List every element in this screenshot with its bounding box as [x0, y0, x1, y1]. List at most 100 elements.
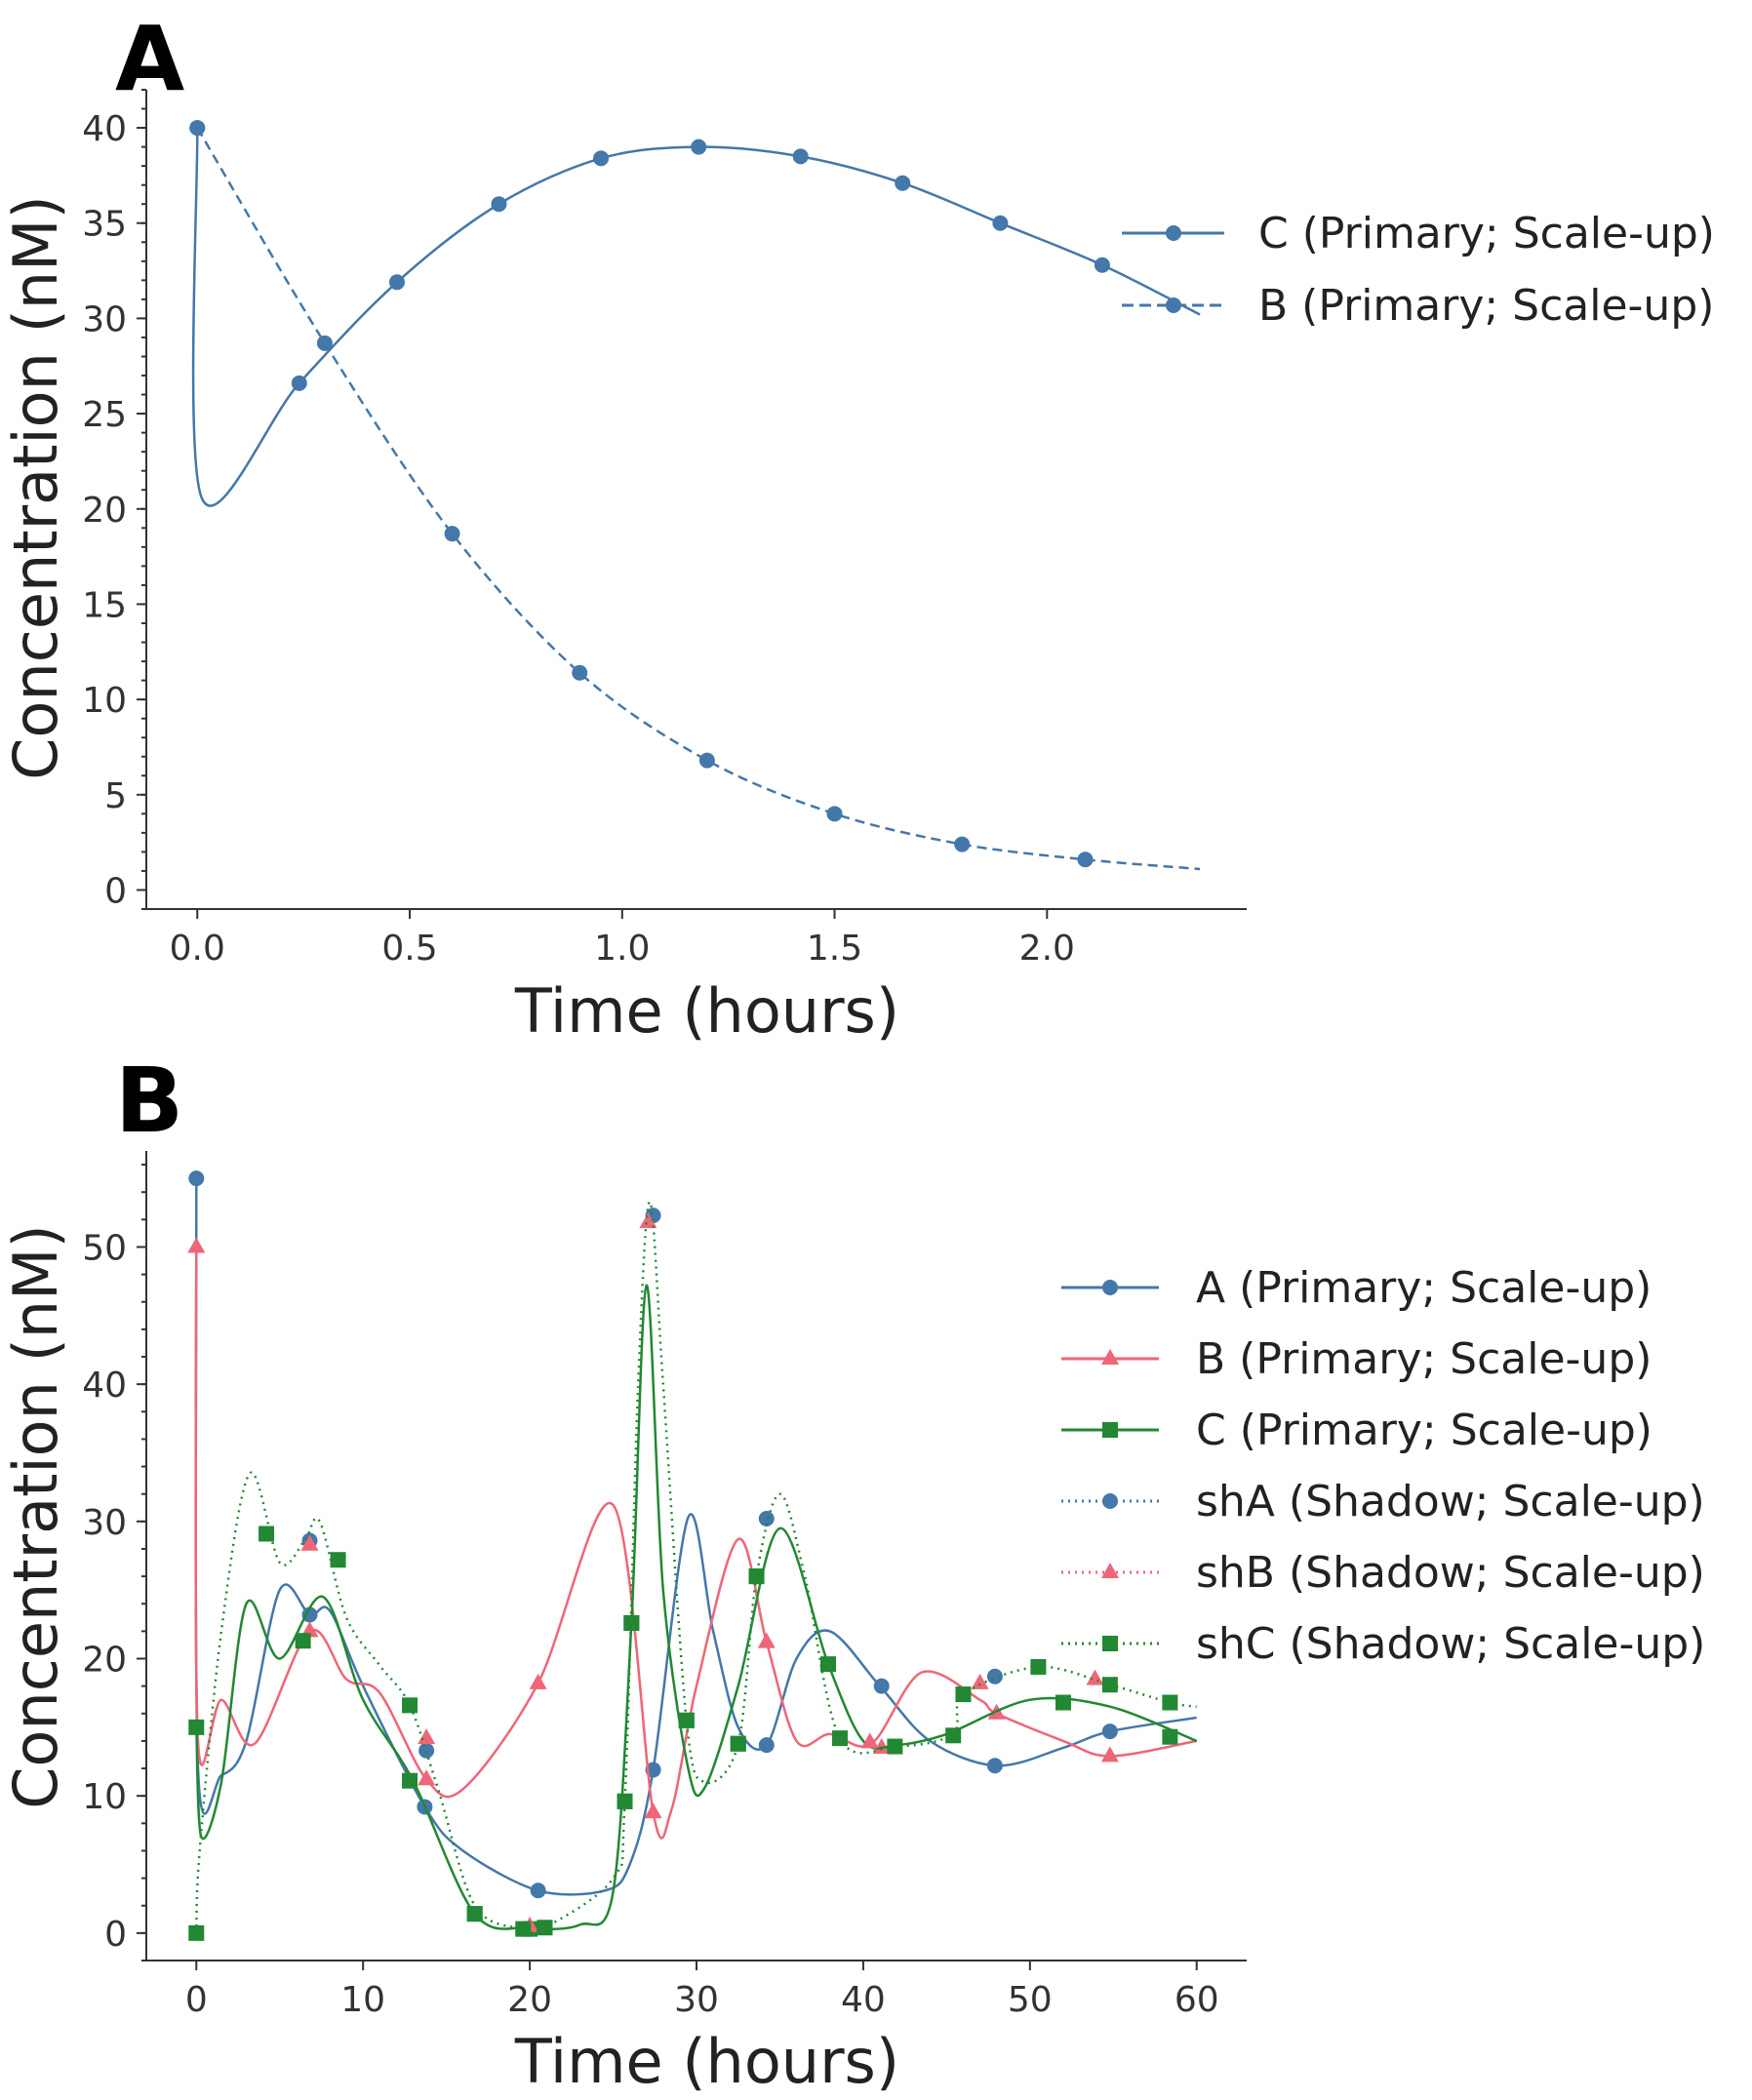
data-point	[1100, 1746, 1119, 1763]
data-point	[757, 1632, 776, 1648]
data-point	[402, 1772, 418, 1789]
legend-entry-b-primary: B (Primary; Scale-up)	[1061, 1334, 1652, 1384]
data-point	[291, 375, 307, 391]
series-c-primary-scale-up	[189, 120, 1201, 507]
panel-b-y-tick-label: 50	[82, 1228, 127, 1268]
panel-a-y-tick-label: 40	[82, 109, 127, 149]
panel-a-series	[189, 120, 1201, 871]
panel-b-axes: 0 10 20 30 40 50 60 0 10 20 30 40 50	[82, 1151, 1247, 2020]
data-point	[515, 1921, 532, 1937]
data-point	[730, 1735, 746, 1752]
legend-entry-a-primary: A (Primary; Scale-up)	[1061, 1263, 1652, 1313]
legend-label: A (Primary; Scale-up)	[1196, 1263, 1652, 1313]
data-point	[330, 1552, 346, 1568]
panel-b-x-tick-label: 30	[674, 1980, 719, 2020]
data-point	[992, 215, 1009, 231]
data-point	[1162, 1728, 1178, 1745]
legend-label: B (Primary; Scale-up)	[1196, 1334, 1652, 1384]
data-point	[418, 1728, 436, 1745]
legend-label: shA (Shadow; Scale-up)	[1196, 1477, 1705, 1526]
legend-marker	[1101, 1349, 1119, 1365]
data-point	[792, 148, 809, 165]
panel-b-y-tick-label: 10	[82, 1777, 127, 1817]
legend-marker	[1166, 297, 1181, 313]
series-line	[195, 1284, 1198, 1930]
series-shc-shadow-scale-up	[188, 1200, 1197, 1941]
data-point	[1086, 1669, 1104, 1685]
data-point	[623, 1614, 640, 1631]
data-point	[402, 1697, 418, 1714]
data-point	[826, 806, 843, 822]
data-point	[971, 1673, 989, 1689]
panel-a-letter: A	[115, 7, 184, 111]
data-point	[1077, 852, 1094, 868]
data-point	[301, 1606, 318, 1623]
data-point	[860, 1732, 879, 1749]
panel-a-y-tick-label: 25	[82, 395, 127, 435]
panel-b-x-tick-label: 20	[507, 1980, 552, 2020]
data-point	[644, 1803, 662, 1819]
data-point	[873, 1678, 890, 1694]
data-point	[537, 1920, 553, 1936]
data-point	[187, 1237, 206, 1253]
panel-a-legend: C (Primary; Scale-up) B (Primary; Scale-…	[1122, 209, 1715, 331]
data-point	[295, 1633, 311, 1649]
legend-marker	[1102, 1493, 1118, 1509]
panel-a-y-tick-label: 30	[82, 299, 127, 339]
legend-marker	[1166, 225, 1181, 241]
data-point	[986, 1758, 1003, 1774]
data-point	[895, 175, 911, 191]
data-point	[955, 1686, 972, 1703]
panel-b-y-tick-label: 40	[82, 1366, 127, 1406]
data-point	[188, 1719, 205, 1735]
data-point	[954, 836, 971, 852]
data-point	[1055, 1694, 1071, 1711]
series-a-primary-scale-up	[188, 1170, 1197, 1899]
panel-b-x-tick-label: 10	[340, 1980, 385, 2020]
panel-a-y-tick-label: 15	[82, 585, 127, 625]
series-line	[194, 1247, 1197, 1840]
series-line	[194, 1178, 1197, 1896]
panel-a-y-tick-label: 10	[82, 681, 127, 721]
data-point	[831, 1730, 848, 1747]
legend-label: B (Primary; Scale-up)	[1258, 281, 1714, 331]
panel-a-x-tick-label: 2.0	[1019, 929, 1075, 969]
panel-a-x-axis-label: Time (hours)	[514, 975, 899, 1047]
data-point	[678, 1712, 695, 1728]
data-point	[872, 1737, 891, 1754]
panel-b-series	[187, 1170, 1198, 1941]
legend-marker	[1102, 1636, 1118, 1651]
series-b-primary-scale-up	[189, 120, 1201, 871]
panel-b-letter: B	[115, 1049, 183, 1153]
series-sha-shadow-scale-up	[301, 1208, 1003, 1759]
data-point	[593, 150, 610, 167]
data-point	[617, 1793, 633, 1809]
legend-marker	[1102, 1422, 1118, 1438]
series-c-primary-scale-up	[188, 1284, 1198, 1937]
data-point	[1094, 257, 1110, 273]
panel-b-x-tick-label: 40	[841, 1980, 886, 2020]
legend-label: shC (Shadow; Scale-up)	[1196, 1619, 1705, 1669]
panel-b-y-axis-label: Concentration (nM)	[0, 1224, 71, 1808]
data-point	[418, 1742, 435, 1759]
legend-entry-shc-shadow: shC (Shadow; Scale-up)	[1061, 1619, 1705, 1669]
legend-label: shB (Shadow; Scale-up)	[1196, 1548, 1705, 1598]
series-b-primary-scale-up	[187, 1237, 1197, 1840]
data-point	[259, 1525, 275, 1542]
data-point	[388, 274, 405, 291]
legend-label: C (Primary; Scale-up)	[1196, 1406, 1652, 1455]
panel-a-y-tick-label: 0	[104, 871, 127, 911]
panel-a-y-tick-label: 5	[104, 776, 127, 816]
panel-a-x-tick-label: 0.5	[381, 929, 437, 969]
panel-b-x-tick-label: 50	[1008, 1980, 1053, 2020]
series-line	[195, 1200, 1197, 1934]
data-point	[188, 1170, 205, 1187]
series-line	[191, 128, 1201, 507]
panel-a-y-tick-label: 35	[82, 205, 127, 245]
legend-entry-shb-shadow: shB (Shadow; Scale-up)	[1061, 1548, 1705, 1598]
legend-entry-c-primary: C (Primary; Scale-up)	[1122, 209, 1715, 258]
data-point	[1030, 1658, 1047, 1675]
panel-b-y-tick-label: 20	[82, 1641, 127, 1681]
data-point	[758, 1511, 775, 1527]
